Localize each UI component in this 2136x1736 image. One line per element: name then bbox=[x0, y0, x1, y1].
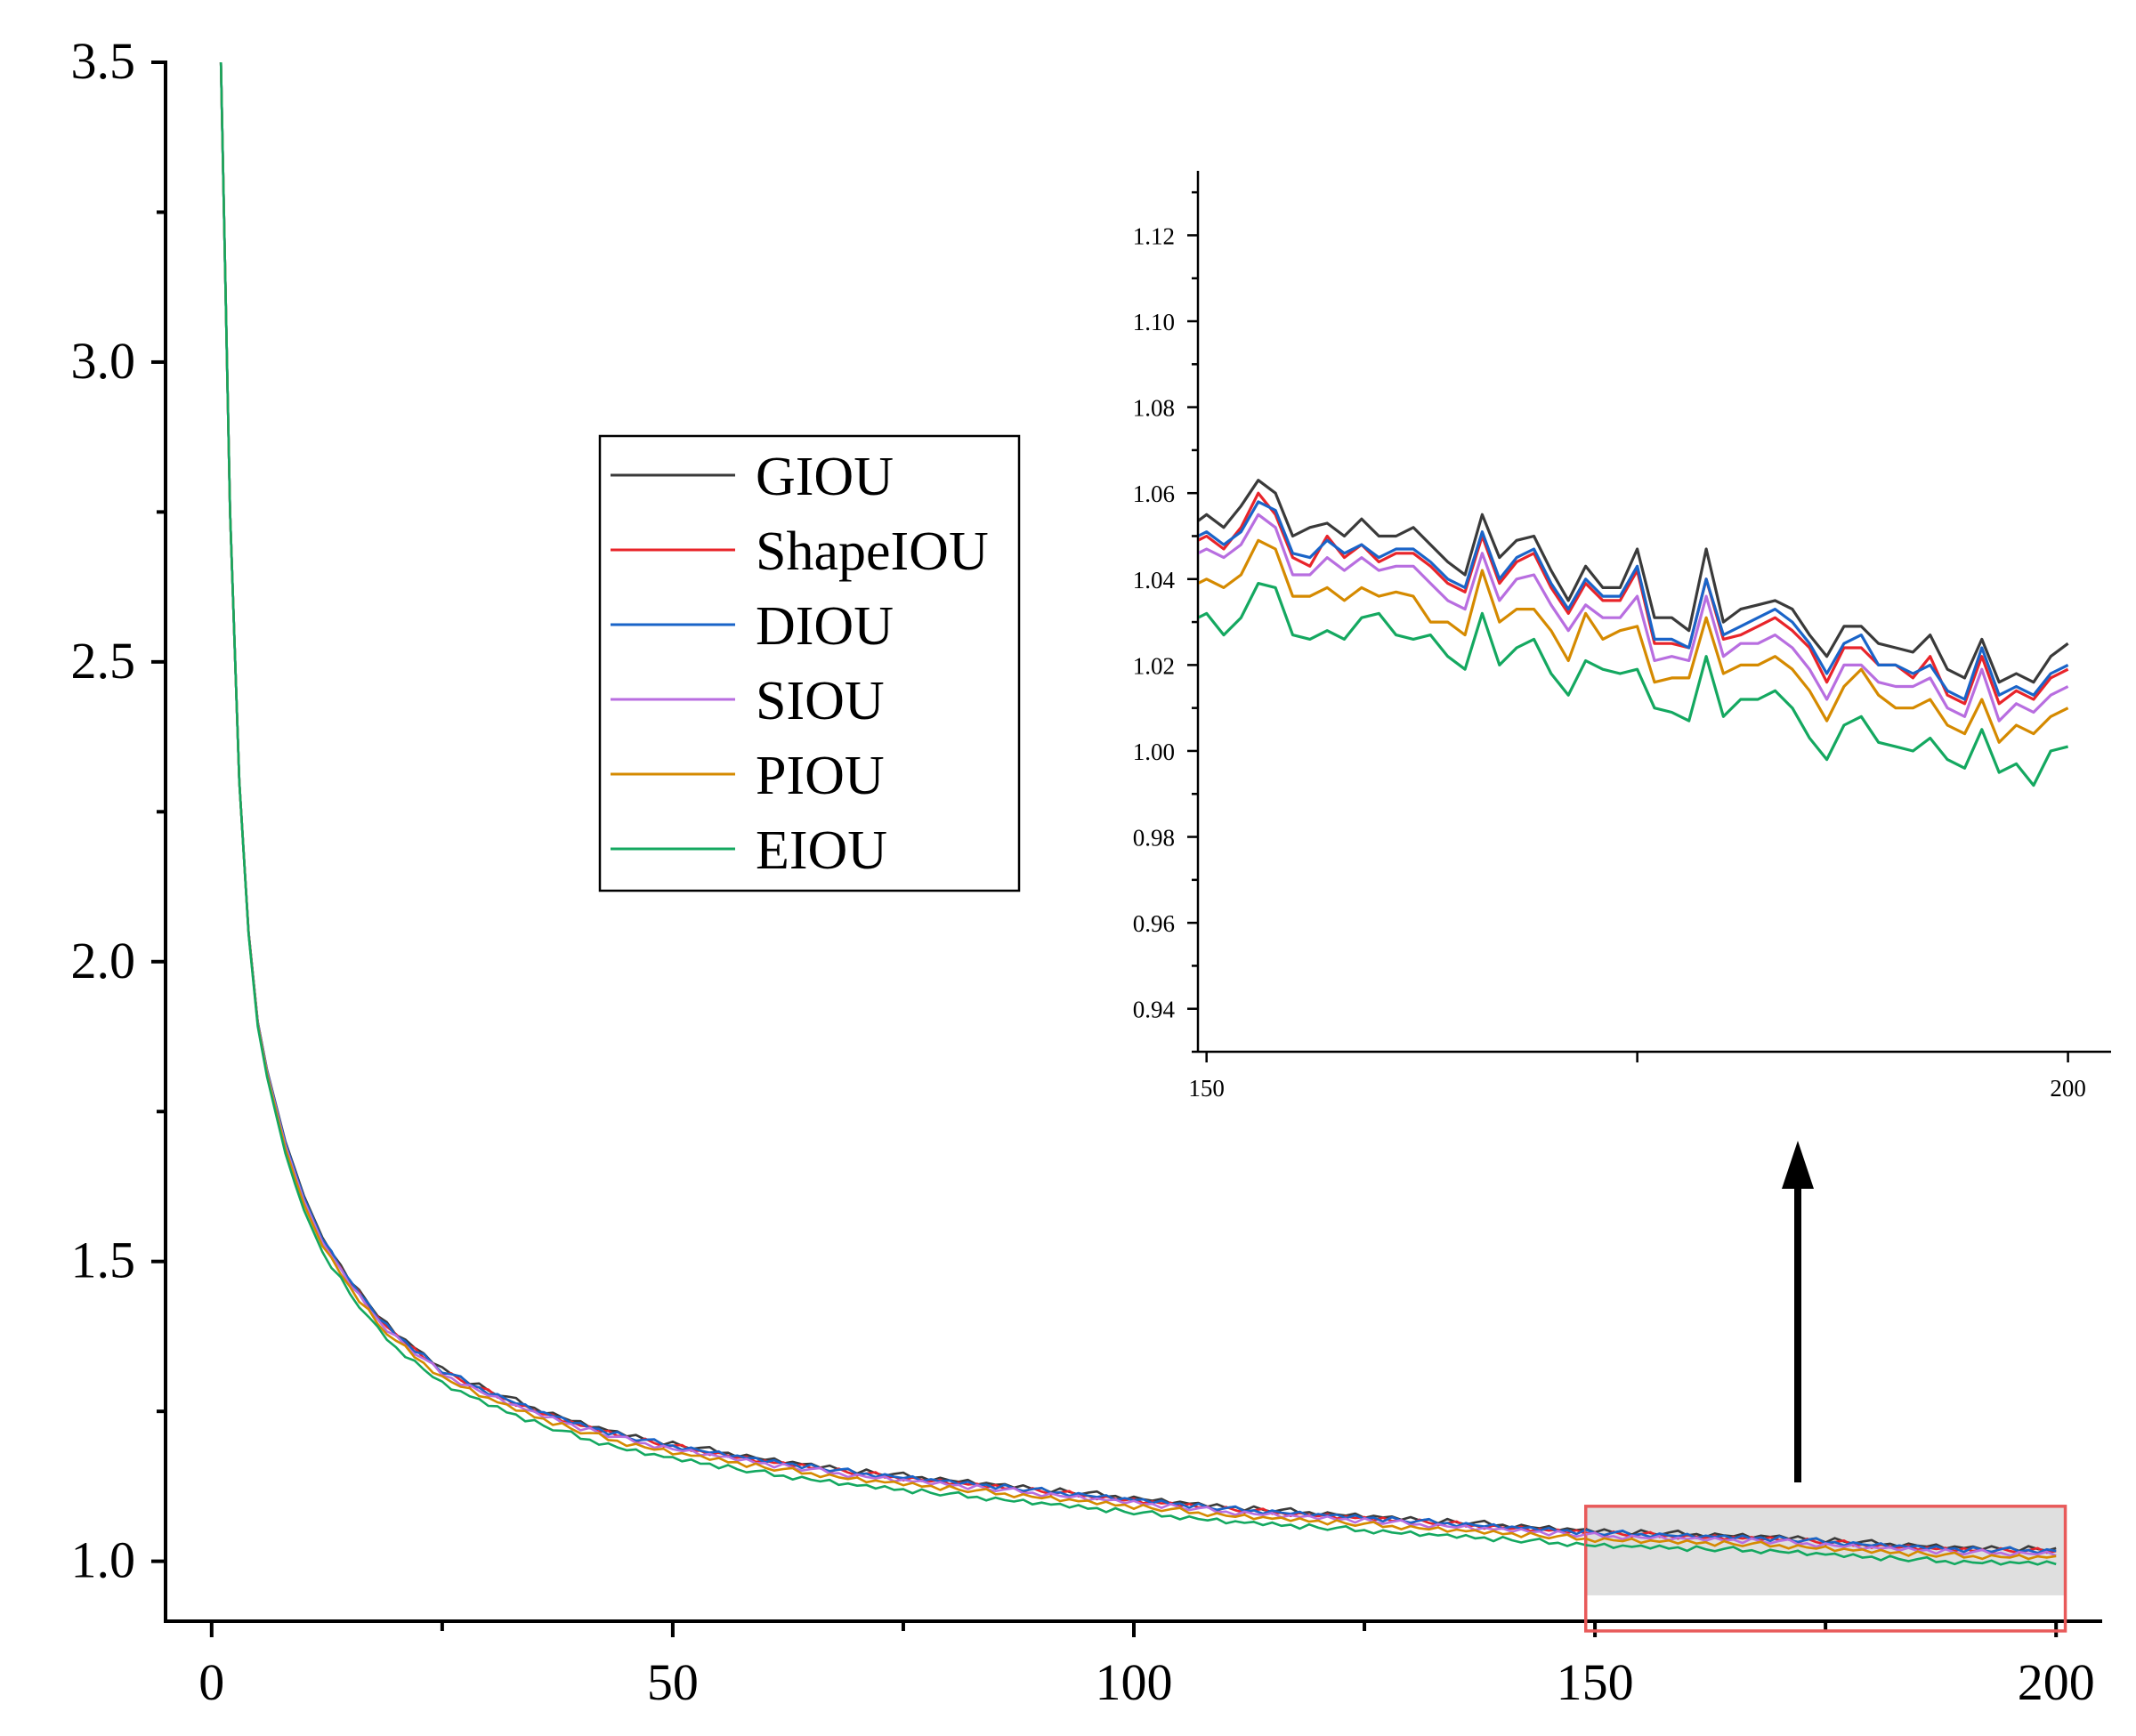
y-tick-label: 3.0 bbox=[71, 332, 136, 390]
inset-y-tick-label: 0.98 bbox=[1133, 825, 1175, 852]
zoom-series-line-siou bbox=[1585, 1531, 2057, 1557]
inset-series-line-siou bbox=[1199, 513, 2069, 723]
inset-y-tick-label: 1.00 bbox=[1133, 739, 1175, 765]
y-tick-label: 2.5 bbox=[71, 632, 136, 690]
inset-series-line-eiou bbox=[1199, 581, 2068, 787]
legend-label-piou: PIOU bbox=[756, 746, 885, 806]
zoom-series-line-piou bbox=[1585, 1537, 2057, 1561]
inset-y-tick-label: 1.10 bbox=[1133, 309, 1175, 335]
y-tick-label: 2.0 bbox=[71, 932, 136, 989]
inset-chart: 0.94 0.96 0.98 1.00 1.02 1.04 1.06 1.08 1.10 1.12… bbox=[1133, 171, 2111, 1102]
inset-y-tick-label: 1.08 bbox=[1133, 395, 1175, 422]
inset-series-line-diou bbox=[1199, 500, 2069, 701]
inset-x-tick-label: 200 bbox=[2050, 1075, 2086, 1102]
arrow-head bbox=[1782, 1141, 1814, 1189]
x-tick-label: 0 bbox=[198, 1653, 224, 1711]
inset-x-tick-label: 150 bbox=[1188, 1075, 1225, 1102]
inset-series-line-piou bbox=[1199, 538, 2069, 744]
x-tick-label: 100 bbox=[1096, 1653, 1173, 1711]
y-tick-label: 1.0 bbox=[71, 1531, 136, 1589]
legend-label-eiou: EIOU bbox=[756, 820, 887, 881]
zoom-series-line-eiou bbox=[1585, 1542, 2057, 1566]
inset-y-tick-label: 1.02 bbox=[1133, 652, 1175, 679]
inset-y-tick-label: 1.06 bbox=[1133, 480, 1175, 507]
zoom-arrow bbox=[1782, 1141, 1814, 1482]
inset-series-line-giou bbox=[1199, 479, 2069, 684]
legend-label-diou: DIOU bbox=[756, 596, 894, 657]
inset-y-tick-label: 1.12 bbox=[1133, 222, 1175, 249]
legend-label-giou: GIOU bbox=[756, 447, 894, 507]
inset-y-tick-label: 0.94 bbox=[1133, 997, 1176, 1023]
y-tick-label: 3.5 bbox=[71, 32, 136, 90]
legend-label-siou: SIOU bbox=[756, 671, 885, 731]
inset-y-tick-label: 1.04 bbox=[1133, 567, 1176, 593]
zoom-series-line-diou bbox=[1585, 1528, 2057, 1554]
legend-label-shapeiou: ShapeIOU bbox=[756, 521, 989, 582]
legend-box bbox=[598, 434, 1021, 892]
x-tick-label: 200 bbox=[2018, 1653, 2095, 1711]
x-tick-label: 150 bbox=[1557, 1653, 1634, 1711]
inset-y-tick-label: 0.96 bbox=[1133, 910, 1175, 937]
legend: GIOU ShapeIOU DIOU SIOU PIOU EIOU bbox=[598, 434, 1021, 892]
x-tick-label: 50 bbox=[647, 1653, 699, 1711]
zoom-region-border bbox=[1583, 1505, 2067, 1633]
zoom-region-box bbox=[1583, 1505, 2067, 1633]
y-tick-label: 1.5 bbox=[71, 1231, 136, 1289]
